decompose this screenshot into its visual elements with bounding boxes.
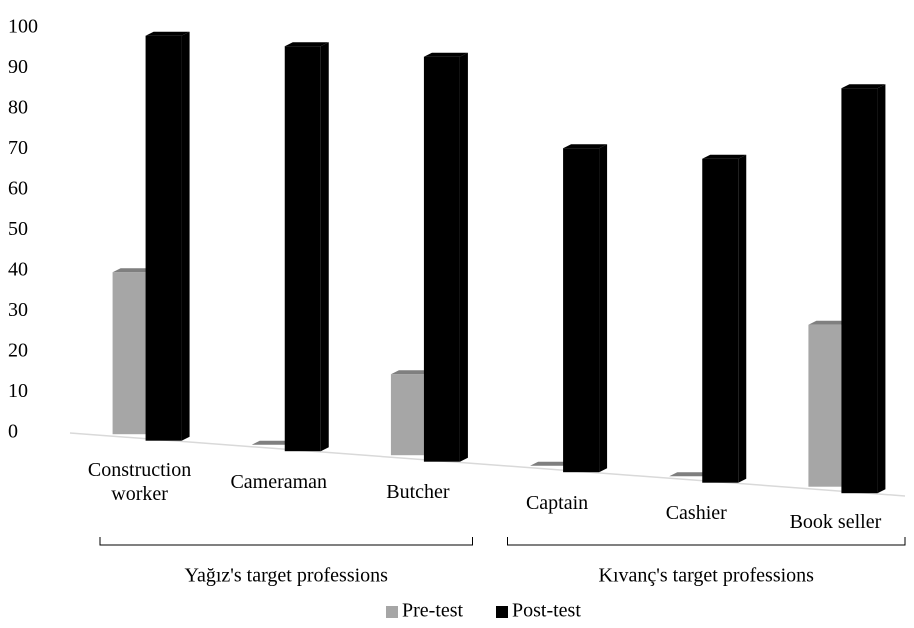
group-label: Yağız's target professions bbox=[185, 565, 389, 587]
y-tick-label: 80 bbox=[8, 97, 28, 119]
bar-top bbox=[563, 144, 608, 149]
bar bbox=[702, 158, 739, 483]
bar bbox=[112, 272, 146, 435]
bar-side bbox=[459, 52, 468, 462]
bar-top bbox=[702, 154, 747, 159]
legend-swatch bbox=[386, 606, 398, 618]
y-tick-label: 30 bbox=[8, 299, 28, 321]
y-tick-label: 60 bbox=[8, 178, 28, 200]
bar bbox=[390, 374, 424, 456]
bar bbox=[563, 148, 600, 473]
group-label: Kıvanç's target professions bbox=[599, 565, 815, 587]
group-bracket bbox=[99, 537, 473, 546]
bar-side bbox=[320, 42, 329, 452]
y-tick-label: 0 bbox=[8, 421, 18, 443]
bar-top bbox=[145, 31, 190, 36]
legend-swatch bbox=[496, 606, 508, 618]
legend-label: Post-test bbox=[512, 600, 581, 622]
y-tick-label: 10 bbox=[8, 380, 28, 402]
y-tick-label: 40 bbox=[8, 259, 28, 281]
bar bbox=[841, 88, 878, 494]
bar-side bbox=[181, 31, 190, 441]
bar-side bbox=[877, 84, 886, 494]
bar-top bbox=[251, 440, 293, 445]
bar bbox=[423, 56, 460, 462]
y-tick-label: 50 bbox=[8, 218, 28, 240]
x-tick-label: Captain bbox=[525, 491, 589, 514]
legend-label: Pre-test bbox=[402, 600, 464, 622]
y-tick-label: 70 bbox=[8, 137, 28, 159]
bar-top bbox=[423, 52, 468, 57]
bar-top bbox=[284, 42, 329, 47]
y-tick-label: 20 bbox=[8, 340, 28, 362]
bar-top bbox=[808, 320, 850, 325]
bar-top bbox=[390, 370, 432, 375]
x-tick-label: Butcher bbox=[386, 481, 450, 504]
bar-top bbox=[530, 461, 572, 466]
x-axis-floor bbox=[69, 432, 906, 497]
bar bbox=[808, 324, 842, 487]
x-tick-label: Book seller bbox=[789, 510, 882, 533]
bar-top bbox=[841, 84, 886, 89]
bar-top bbox=[669, 472, 711, 477]
group-bracket bbox=[507, 537, 906, 546]
bar bbox=[145, 35, 182, 441]
x-tick-label: Cashier bbox=[665, 502, 727, 525]
x-tick-label: Construction worker bbox=[87, 459, 192, 506]
y-tick-label: 100 bbox=[8, 16, 38, 38]
bar-top bbox=[112, 268, 154, 273]
bar-side bbox=[738, 154, 747, 483]
bar bbox=[284, 46, 321, 452]
x-tick-label: Cameraman bbox=[230, 470, 328, 493]
bar-side bbox=[599, 144, 608, 473]
y-tick-label: 90 bbox=[8, 56, 28, 78]
